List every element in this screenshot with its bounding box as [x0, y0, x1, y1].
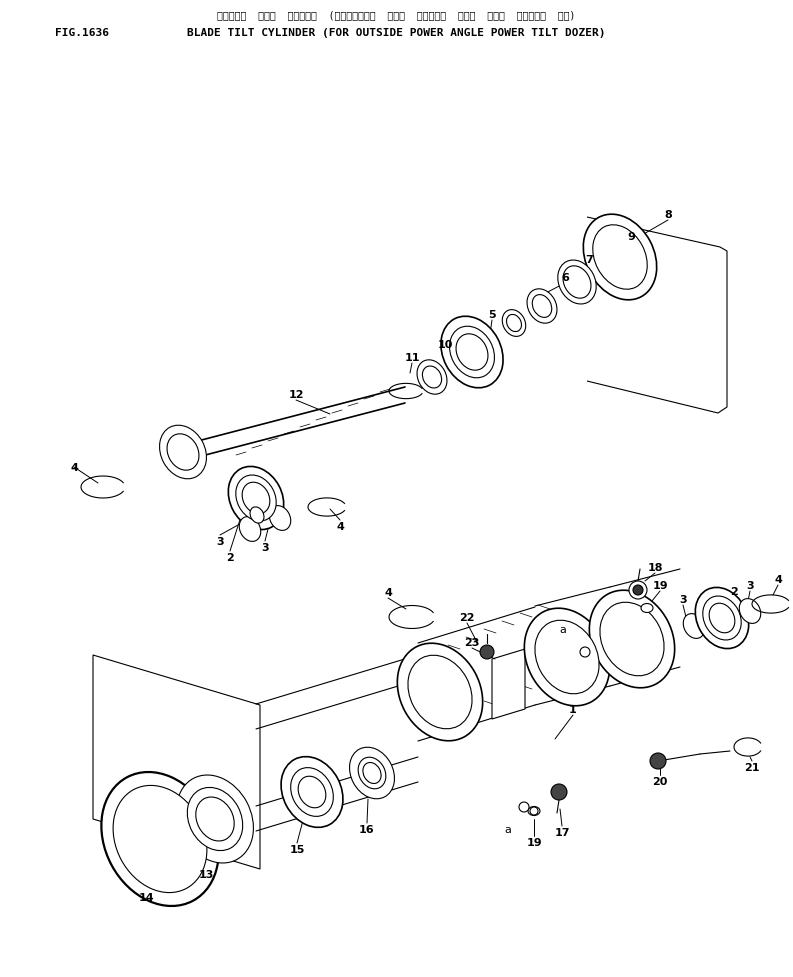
- Text: 3: 3: [746, 580, 754, 590]
- Ellipse shape: [502, 311, 526, 337]
- Ellipse shape: [527, 289, 557, 323]
- Ellipse shape: [441, 317, 503, 389]
- Ellipse shape: [397, 644, 483, 741]
- Ellipse shape: [695, 588, 749, 649]
- Text: 3: 3: [261, 542, 269, 552]
- Ellipse shape: [196, 797, 234, 841]
- Text: 18: 18: [647, 563, 663, 573]
- Ellipse shape: [600, 603, 664, 676]
- Text: 1: 1: [569, 704, 577, 714]
- Ellipse shape: [703, 596, 741, 640]
- Circle shape: [480, 646, 494, 659]
- Polygon shape: [492, 650, 525, 719]
- Text: 14: 14: [140, 892, 155, 902]
- Text: 8: 8: [664, 210, 672, 220]
- Ellipse shape: [159, 426, 206, 480]
- Text: 9: 9: [627, 232, 635, 241]
- Text: 6: 6: [561, 273, 569, 282]
- Text: 22: 22: [459, 613, 475, 622]
- Circle shape: [650, 753, 666, 769]
- Text: 20: 20: [653, 776, 668, 786]
- Ellipse shape: [242, 483, 270, 514]
- Ellipse shape: [563, 267, 591, 299]
- Ellipse shape: [228, 467, 284, 531]
- Text: ブレード゜  チルト  シリンタ゜  (アウトサイト゜  パワー  アンク゜ル  パワー  チルト  ト゜ーサ゜  ヨウ): ブレード゜ チルト シリンタ゜ (アウトサイト゜ パワー アンク゜ル パワー チ…: [216, 10, 575, 20]
- Text: 23: 23: [465, 637, 480, 648]
- Ellipse shape: [450, 327, 495, 378]
- Ellipse shape: [709, 604, 735, 633]
- Circle shape: [530, 807, 538, 815]
- Text: a: a: [504, 825, 511, 834]
- Text: 4: 4: [774, 574, 782, 584]
- Text: 3: 3: [679, 594, 687, 605]
- Ellipse shape: [584, 215, 657, 301]
- Ellipse shape: [358, 757, 386, 789]
- Text: 2: 2: [226, 552, 234, 563]
- Circle shape: [580, 648, 590, 658]
- Text: 17: 17: [554, 828, 569, 837]
- Ellipse shape: [281, 757, 343, 828]
- Ellipse shape: [592, 226, 647, 290]
- Ellipse shape: [113, 786, 207, 893]
- Text: FIG.1636: FIG.1636: [55, 28, 109, 38]
- Text: 5: 5: [488, 310, 496, 319]
- Ellipse shape: [535, 620, 599, 694]
- Circle shape: [633, 585, 643, 595]
- Text: 4: 4: [384, 587, 392, 597]
- Text: 4: 4: [70, 462, 78, 473]
- Ellipse shape: [239, 517, 261, 542]
- Text: 3: 3: [216, 536, 224, 546]
- Text: 10: 10: [437, 340, 453, 350]
- Text: 15: 15: [289, 844, 305, 854]
- Text: a: a: [560, 624, 566, 634]
- Text: 19: 19: [652, 580, 668, 590]
- Text: 19: 19: [527, 837, 542, 847]
- Ellipse shape: [102, 772, 219, 906]
- Ellipse shape: [298, 777, 326, 808]
- Ellipse shape: [363, 763, 381, 784]
- Circle shape: [519, 802, 529, 812]
- Circle shape: [629, 581, 647, 599]
- Ellipse shape: [456, 334, 488, 371]
- Ellipse shape: [532, 295, 552, 319]
- Ellipse shape: [291, 768, 333, 817]
- Ellipse shape: [684, 614, 705, 639]
- Ellipse shape: [641, 604, 653, 613]
- Ellipse shape: [557, 261, 596, 305]
- Ellipse shape: [350, 747, 394, 799]
- Ellipse shape: [739, 599, 760, 623]
- Text: 16: 16: [359, 825, 375, 834]
- Ellipse shape: [507, 315, 522, 332]
- Ellipse shape: [417, 361, 447, 395]
- Ellipse shape: [408, 656, 472, 729]
- Ellipse shape: [187, 787, 243, 851]
- Text: BLADE TILT CYLINDER (FOR OUTSIDE POWER ANGLE POWER TILT DOZER): BLADE TILT CYLINDER (FOR OUTSIDE POWER A…: [186, 28, 605, 38]
- Ellipse shape: [528, 807, 540, 816]
- Circle shape: [551, 785, 567, 800]
- Text: 12: 12: [288, 390, 304, 400]
- Text: 4: 4: [336, 522, 344, 531]
- Ellipse shape: [177, 775, 254, 863]
- Text: 7: 7: [585, 255, 593, 265]
- Ellipse shape: [524, 609, 610, 706]
- Ellipse shape: [589, 591, 675, 688]
- Ellipse shape: [250, 507, 264, 524]
- Text: 13: 13: [198, 870, 213, 879]
- Text: 2: 2: [730, 586, 737, 596]
- Ellipse shape: [423, 366, 442, 389]
- Text: 21: 21: [745, 762, 760, 772]
- Ellipse shape: [270, 506, 291, 531]
- Ellipse shape: [167, 435, 199, 471]
- Ellipse shape: [236, 476, 276, 522]
- Text: 11: 11: [404, 353, 419, 362]
